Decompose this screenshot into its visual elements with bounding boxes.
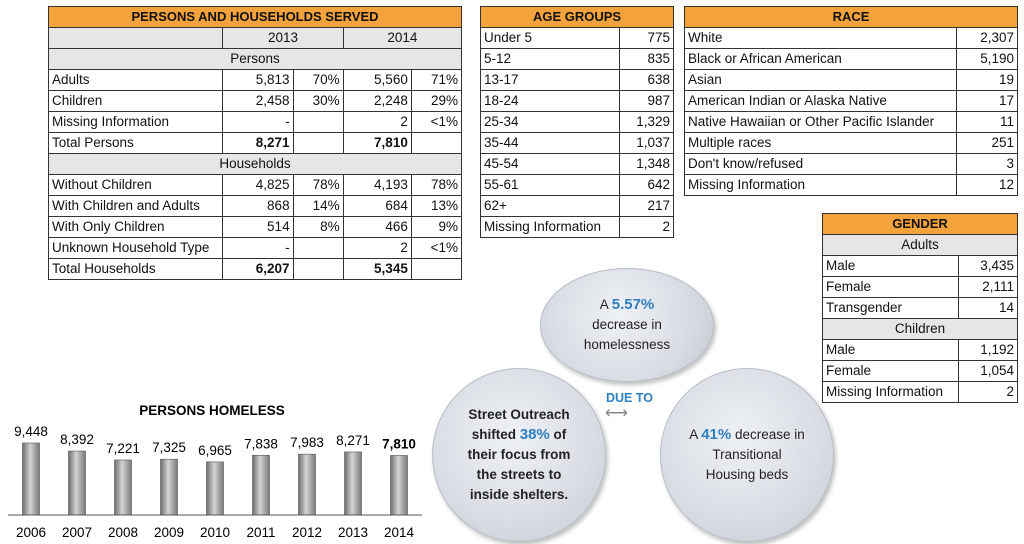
- decrease-bubble: A 5.57% decrease in homelessness: [540, 268, 714, 382]
- table-row: Female 1,054: [822, 360, 1019, 382]
- double-arrow-icon: ⟷: [605, 405, 628, 422]
- decrease-percent: 5.57%: [611, 296, 655, 313]
- table-row: Unknown Household Type -2 <1%: [47, 237, 463, 259]
- bar-2011: [252, 454, 270, 516]
- table-row: Children 2,458 30% 2,248 29%: [47, 90, 463, 112]
- bar-value-label: 8,271: [336, 433, 370, 448]
- table-row: Don't know/refused 3: [684, 153, 1019, 175]
- persons-table-title: PERSONS AND HOUSEHOLDS SERVED: [48, 6, 462, 28]
- bar-value-label: 6,965: [198, 443, 232, 458]
- bar-value-label: 9,448: [14, 424, 48, 439]
- table-row: 35-44 1,037: [479, 132, 674, 154]
- persons-households-table: PERSONS AND HOUSEHOLDS SERVED 2013 2014 …: [47, 6, 463, 280]
- race-table: RACE White 2,307 Black or African American…: [684, 6, 1019, 196]
- x-tick-label: 2006: [16, 525, 46, 540]
- table-row: 5-12 835: [479, 48, 674, 70]
- table-row: Missing Information 2: [479, 216, 674, 238]
- bar-value-label: 7,325: [152, 440, 186, 455]
- table-row: 55-61 642: [479, 174, 674, 196]
- year-2014-header: 2014: [342, 27, 463, 49]
- table-row: Missing Information -2 <1%: [47, 111, 463, 133]
- age-groups-table: AGE GROUPS Under 5 775 5-12 835 13-17 638 18-2…: [479, 6, 674, 238]
- race-table-title: RACE: [684, 6, 1018, 28]
- x-tick-label: 2014: [384, 525, 415, 540]
- outreach-percent: 38%: [519, 426, 550, 443]
- x-tick-label: 2008: [108, 525, 138, 540]
- table-row: Under 5 775: [479, 27, 674, 49]
- table-row: Missing Information 12: [684, 174, 1019, 196]
- gender-table: GENDER Adults Male 3,435 Female 2,111 Transg…: [822, 213, 1019, 403]
- x-tick-label: 2011: [246, 525, 275, 540]
- bar-value-label: 7,810: [382, 436, 416, 451]
- due-to-label: DUE TO: [606, 391, 653, 405]
- chart-title: PERSONS HOMELESS: [139, 403, 285, 418]
- bar-2007: [68, 450, 86, 516]
- street-outreach-bubble: Street Outreach shifted 38% of their foc…: [432, 368, 606, 542]
- gender-adults-label: Adults: [822, 234, 1018, 256]
- table-row: Without Children 4,825 78% 4,193 78%: [47, 174, 463, 196]
- bar-2008: [114, 459, 132, 516]
- table-row: With Children and Adults 868 14% 684 13%: [47, 195, 463, 217]
- table-row: Transgender 14: [822, 297, 1019, 319]
- x-tick-label: 2013: [338, 525, 368, 540]
- table-row: Female 2,111: [822, 276, 1019, 298]
- table-row: 13-17 638: [479, 69, 674, 91]
- persons-homeless-chart: PERSONS HOMELESS 9,448 2006 8,392 2007 7,221…: [8, 403, 422, 540]
- table-row: With Only Children 514 8% 466 9%: [47, 216, 463, 238]
- total-persons-row: Total Persons 8,271 7,810: [47, 132, 463, 154]
- table-row: 25-34 1,329: [479, 111, 674, 133]
- bar-2010: [206, 461, 224, 516]
- table-row: American Indian or Alaska Native 17: [684, 90, 1019, 112]
- bar-2014: [390, 455, 408, 516]
- table-row: White 2,307: [684, 27, 1019, 49]
- table-row: Asian 19: [684, 69, 1019, 91]
- table-row: 45-54 1,348: [479, 153, 674, 175]
- bar-value-label: 8,392: [60, 432, 94, 447]
- housing-percent: 41%: [701, 426, 732, 443]
- bar-2013: [344, 451, 362, 516]
- table-row: Native Hawaiian or Other Pacific Islande…: [684, 111, 1019, 133]
- bar-value-label: 7,983: [290, 435, 324, 450]
- bar-2012: [298, 453, 316, 516]
- age-table-title: AGE GROUPS: [480, 6, 674, 28]
- table-row: 62+ 217: [479, 195, 674, 217]
- total-households-row: Total Households 6,207 5,345: [47, 258, 463, 280]
- table-row: Male 1,192: [822, 339, 1019, 361]
- x-tick-label: 2012: [292, 525, 322, 540]
- transitional-housing-bubble: A 41% decrease in Transitional Housing b…: [660, 368, 834, 542]
- bar-value-label: 7,221: [106, 441, 140, 456]
- bar-value-label: 7,838: [244, 436, 278, 451]
- persons-section-label: Persons: [48, 48, 462, 70]
- bar-2009: [160, 458, 178, 516]
- table-row: 18-24 987: [479, 90, 674, 112]
- table-row: Adults 5,813 70% 5,560 71%: [47, 69, 463, 91]
- x-tick-label: 2010: [200, 525, 230, 540]
- year-2013-header: 2013: [222, 27, 344, 49]
- households-section-label: Households: [48, 153, 462, 175]
- x-tick-label: 2009: [154, 525, 184, 540]
- table-row: Multiple races 251: [684, 132, 1019, 154]
- x-tick-label: 2007: [62, 525, 92, 540]
- table-row: Male 3,435: [822, 255, 1019, 277]
- table-row: Black or African American 5,190: [684, 48, 1019, 70]
- gender-table-title: GENDER: [822, 213, 1018, 235]
- bar-2006: [22, 442, 40, 516]
- table-row: Missing Information 2: [822, 381, 1019, 403]
- gender-children-label: Children: [822, 318, 1018, 340]
